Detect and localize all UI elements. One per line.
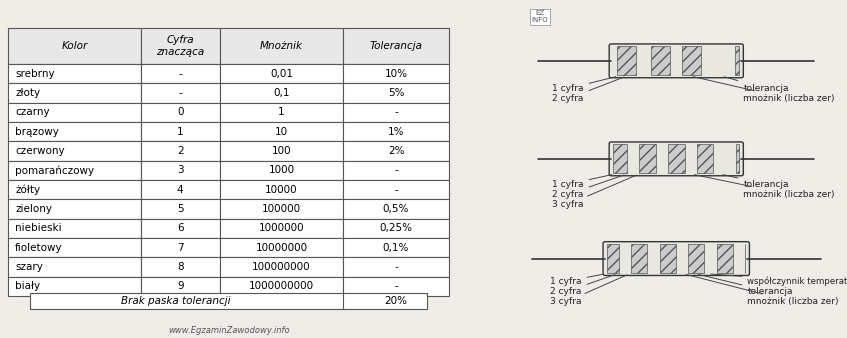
Text: tolerancja: tolerancja <box>724 77 789 93</box>
Text: 2 cyfra: 2 cyfra <box>551 275 615 296</box>
Text: 3 cyfra: 3 cyfra <box>551 275 627 306</box>
Text: 3 cyfra: 3 cyfra <box>552 175 636 209</box>
Bar <box>717 244 733 273</box>
FancyBboxPatch shape <box>603 242 750 275</box>
Text: 2 cyfra: 2 cyfra <box>552 77 624 103</box>
Text: 1 cyfra: 1 cyfra <box>552 175 612 189</box>
Bar <box>696 144 713 173</box>
Bar <box>617 46 636 75</box>
FancyBboxPatch shape <box>609 142 744 176</box>
FancyBboxPatch shape <box>30 292 427 309</box>
Text: Brak paska tolerancji: Brak paska tolerancji <box>121 296 230 306</box>
Bar <box>734 46 739 75</box>
Text: mnożnik (liczba zer): mnożnik (liczba zer) <box>695 175 835 199</box>
Bar <box>683 46 701 75</box>
Bar <box>660 244 676 273</box>
Text: mnożnik (liczba zer): mnożnik (liczba zer) <box>693 77 835 103</box>
Text: 2 cyfra: 2 cyfra <box>552 175 624 199</box>
Bar <box>631 244 647 273</box>
Text: mnożnik (liczba zer): mnożnik (liczba zer) <box>686 274 839 306</box>
Text: tolerancja: tolerancja <box>722 175 789 189</box>
Text: 1 cyfra: 1 cyfra <box>552 77 616 93</box>
Text: tolerancja: tolerancja <box>699 274 793 296</box>
Bar <box>689 244 704 273</box>
Text: EZ
INFO: EZ INFO <box>532 10 548 23</box>
Bar <box>607 244 619 273</box>
Text: 20%: 20% <box>385 296 407 306</box>
Text: współczynnik temperaturowy: współczynnik temperaturowy <box>711 274 847 286</box>
Text: 1 cyfra: 1 cyfra <box>551 274 602 286</box>
Bar <box>613 144 628 173</box>
Text: www.EgzaminZawodowy.info: www.EgzaminZawodowy.info <box>168 325 290 335</box>
Bar <box>668 144 684 173</box>
Bar <box>735 144 739 173</box>
Bar <box>651 46 670 75</box>
FancyBboxPatch shape <box>609 44 744 78</box>
Bar <box>639 144 656 173</box>
